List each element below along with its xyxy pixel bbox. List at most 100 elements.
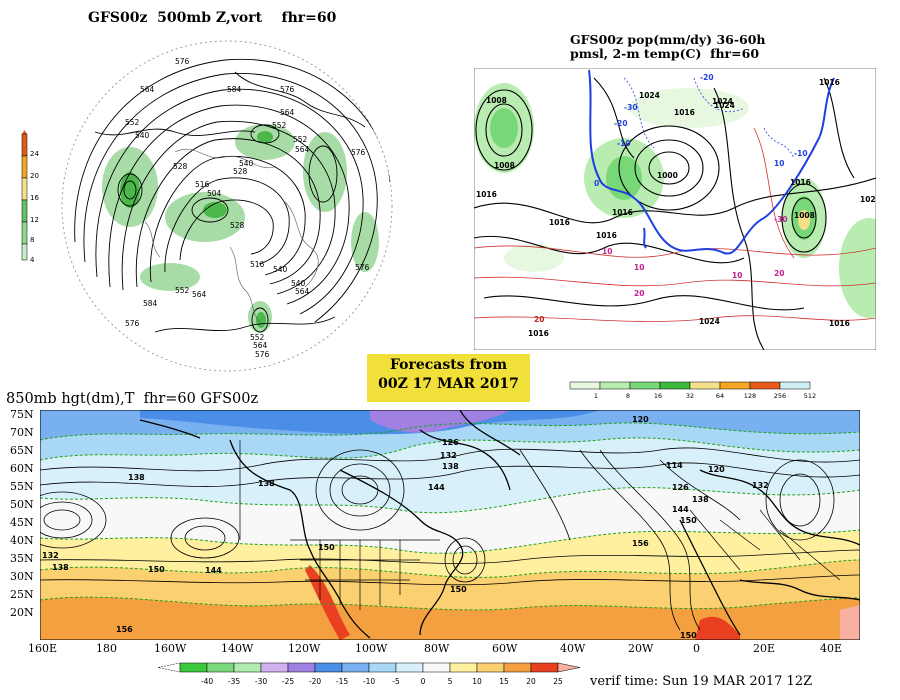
bottom-contour-label: 156 — [116, 625, 133, 634]
ur-label: 10 — [732, 271, 742, 280]
ur-label: 0 — [594, 179, 599, 188]
lon-label: 160E — [28, 642, 58, 655]
ul-label: 564 — [253, 341, 268, 350]
ur-label: 20 — [534, 315, 544, 324]
upper-left-polar-map: 576 564 552 540 528 504 516 528 540 552 … — [61, 40, 393, 372]
ul-label: 552 — [125, 118, 140, 127]
lon-label: 80W — [424, 642, 450, 655]
ur-label: 1016 — [819, 78, 840, 87]
bottom-contour-label: 132 — [42, 551, 59, 560]
ul-label: 504 — [207, 189, 222, 198]
ur-label: 1016 — [549, 218, 570, 227]
lon-label: 20W — [628, 642, 654, 655]
bottom-contour-label: 120 — [708, 465, 725, 474]
bottom-contour-label: 132 — [752, 481, 769, 490]
lat-label: 75N — [10, 408, 34, 421]
bottom-contour-label: 150 — [148, 565, 165, 574]
bottom-contour-label: 144 — [672, 505, 689, 514]
ur-label: -10 — [617, 139, 631, 148]
ul-label: 576 — [175, 57, 190, 66]
bottom-contour-label: 138 — [258, 479, 275, 488]
ul-colorbar-tick: 8 — [30, 236, 34, 244]
ur-label: -20 — [700, 73, 714, 82]
ul-label: 528 — [233, 167, 248, 176]
upper-right-title-line1: GFS00z pop(mm/dy) 36-60h — [570, 32, 766, 47]
bottom-contour-label: 150 — [680, 516, 697, 525]
bottom-contour-label: 126 — [442, 438, 459, 447]
ul-label: 584 — [227, 85, 242, 94]
bottom-panel-title: 850mb hgt(dm),T fhr=60 GFS00z — [6, 391, 259, 407]
lat-label: 35N — [10, 552, 34, 565]
ul-colorbar-tick: 20 — [30, 172, 39, 180]
ur-label: 20 — [634, 289, 644, 298]
bottom-colorbar-tick: 10 — [472, 677, 482, 686]
ul-label: 564 — [192, 290, 207, 299]
ur-label: 1016 — [790, 178, 811, 187]
lon-label: 180 — [96, 642, 117, 655]
bottom-contour-label: 156 — [632, 539, 649, 548]
ur-colorbar-tick: 1 — [594, 392, 598, 400]
ur-label: 1024 — [714, 101, 735, 110]
lon-label: 160W — [154, 642, 187, 655]
ur-colorbar-tick: 512 — [804, 392, 816, 400]
lat-label: 25N — [10, 588, 34, 601]
bottom-contour-label: 150 — [450, 585, 467, 594]
ul-colorbar-tick: 4 — [30, 256, 35, 264]
ul-label: 528 — [230, 221, 245, 230]
ul-label: 528 — [173, 162, 188, 171]
lat-label: 30N — [10, 570, 34, 583]
ul-label: 540 — [273, 265, 288, 274]
banner-line2: 00Z 17 MAR 2017 — [378, 376, 519, 392]
ur-label: 1016 — [476, 190, 497, 199]
ul-colorbar-tick: 12 — [30, 216, 39, 224]
ur-label: 1008 — [794, 211, 815, 220]
lon-label: 20E — [753, 642, 776, 655]
ul-label: 516 — [195, 180, 210, 189]
ul-label: 576 — [125, 319, 140, 328]
upper-left-colorbar: 24 20 16 12 8 4 — [16, 130, 56, 265]
bottom-contour-label: 144 — [205, 566, 222, 575]
lon-label: 0 — [693, 642, 700, 655]
ul-colorbar-tick: 24 — [30, 150, 39, 158]
ur-colorbar-tick: 128 — [744, 392, 756, 400]
ur-colorbar-tick: 32 — [686, 392, 694, 400]
upper-left-panel-title: GFS00z 500mb Z,vort fhr=60 — [88, 10, 337, 26]
ul-label: 576 — [280, 85, 295, 94]
upper-right-title-line2: pmsl, 2-m temp(C) fhr=60 — [570, 46, 760, 61]
ul-label: 564 — [280, 108, 295, 117]
ul-label: 576 — [355, 263, 370, 272]
bottom-colorbar-tick: -35 — [228, 677, 240, 686]
ul-label: 576 — [351, 148, 366, 157]
bottom-colorbar-tick: 25 — [553, 677, 563, 686]
ur-colorbar-tick: 8 — [626, 392, 630, 400]
ur-label: 1016 — [528, 329, 549, 338]
ul-label: 552 — [175, 286, 190, 295]
bottom-colorbar: -40 -35 -30 -25 -20 -15 -10 -5 0 5 10 15… — [157, 662, 581, 686]
bottom-contour-label: 120 — [632, 415, 649, 424]
bottom-850mb-map: 138 138 132 138 144 150 144 150 156 126 … — [40, 410, 860, 640]
bottom-colorbar-tick: 5 — [448, 677, 453, 686]
ul-label: 564 — [295, 145, 310, 154]
ur-label: 1008 — [494, 161, 515, 170]
ur-label: 20 — [774, 269, 784, 278]
ul-label: 576 — [255, 350, 270, 359]
bottom-contour-label: 138 — [442, 462, 459, 471]
ur-label: 1024 — [712, 97, 733, 106]
lat-label: 55N — [10, 480, 34, 493]
bottom-contour-label: 132 — [440, 451, 457, 460]
ul-label: 552 — [250, 333, 265, 342]
bottom-colorbar-tick: -15 — [336, 677, 348, 686]
bottom-contour-label: 138 — [52, 563, 69, 572]
ul-label: 540 — [291, 279, 306, 288]
lon-label: 120W — [288, 642, 321, 655]
ur-label: 1016 — [674, 108, 695, 117]
ur-label: 10 — [774, 159, 784, 168]
ur-label: 1000 — [657, 171, 678, 180]
bottom-contour-label: 144 — [428, 483, 445, 492]
ur-label: 1016 — [612, 208, 633, 217]
ur-colorbar-tick: 256 — [774, 392, 786, 400]
ur-label: 1016 — [829, 319, 850, 328]
bottom-colorbar-tick: -25 — [282, 677, 294, 686]
bottom-colorbar-tick: -30 — [255, 677, 267, 686]
verif-time: verif time: Sun 19 MAR 2017 12Z — [590, 674, 813, 689]
